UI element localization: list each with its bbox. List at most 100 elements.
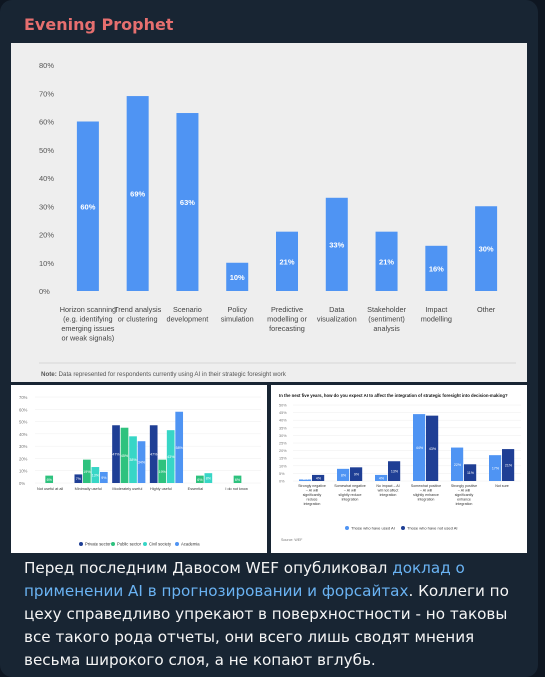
x-tick-label: integration: [418, 498, 435, 502]
y-tick-label: 50%: [19, 420, 28, 425]
bar-value-label: 38%: [129, 458, 137, 462]
x-tick-label: Policy: [227, 305, 247, 314]
y-tick-label: 10%: [19, 469, 28, 474]
x-tick-label: development: [167, 315, 209, 324]
bar: [45, 475, 54, 483]
y-tick-label: 0%: [19, 481, 25, 486]
legend-label: Civil society: [149, 542, 172, 547]
message-text: Перед последним Давосом WEF опубликовал …: [24, 557, 524, 672]
x-tick-label: Trend analysis: [114, 305, 162, 314]
bar-value-label: 30%: [479, 245, 494, 254]
x-tick-label: emerging issues: [61, 324, 114, 333]
bar-value-label: 1%: [303, 477, 309, 481]
y-tick-label: 15%: [279, 457, 287, 461]
y-tick-label: 50%: [39, 146, 54, 155]
y-tick-label: 80%: [39, 61, 54, 70]
bar: [74, 474, 83, 483]
photo-usefulness-chart[interactable]: 0% 10% 20% 30% 40% 50% 60% 70% 6% Not useful at a…: [11, 385, 267, 553]
bar-value-label: 47%: [112, 453, 120, 457]
y-tick-label: 30%: [19, 444, 28, 449]
bar: [325, 197, 348, 291]
x-tick-label: or clustering: [118, 315, 158, 324]
bar: [149, 425, 158, 483]
chart-title: In the next five years, how do you expec…: [279, 393, 508, 398]
bar: [451, 447, 464, 481]
legend-marker: [175, 542, 179, 546]
y-tick-label: 40%: [39, 174, 54, 183]
x-tick-label: integration: [304, 502, 321, 506]
x-tick-label: reduce: [307, 498, 318, 502]
bar-value-label: 44%: [416, 446, 424, 450]
bar: [388, 461, 401, 481]
bar-value-label: 11%: [467, 471, 475, 475]
x-tick-label: simulation: [221, 315, 254, 324]
bar-value-label: 16%: [429, 264, 444, 273]
bar-value-label: 10%: [230, 273, 245, 282]
x-tick-label: slightly enhance: [413, 493, 439, 497]
x-tick-label: Other: [477, 305, 496, 314]
x-tick-label: significantly: [455, 493, 474, 497]
x-tick-label: Strongly positive: [451, 484, 477, 488]
y-tick-label: 0%: [39, 287, 50, 296]
bar-value-label: 69%: [130, 190, 145, 199]
bar: [226, 262, 249, 291]
bar: [204, 473, 213, 483]
bar-value-label: 47%: [150, 453, 158, 457]
bar: [276, 231, 298, 291]
bar: [91, 467, 100, 483]
bar-value-label: 19%: [159, 470, 167, 474]
legend-label: Those who have not used AI: [407, 526, 457, 531]
bar-value-label: 6%: [235, 478, 241, 482]
x-tick-label: (e.g. identifying: [63, 315, 113, 324]
bar-value-label: 60%: [80, 202, 95, 211]
legend-marker: [143, 542, 147, 546]
x-tick-label: I do not know: [225, 487, 248, 491]
x-tick-label: forecasting: [269, 324, 305, 333]
note-label: Note:: [41, 371, 59, 378]
bar-value-label: 63%: [180, 198, 195, 207]
y-tick-label: 10%: [279, 464, 287, 468]
bar: [489, 455, 502, 481]
x-tick-label: visualization: [317, 315, 357, 324]
bar-value-label: 58%: [176, 446, 184, 450]
legend-label: Public sector: [117, 542, 142, 547]
bar: [425, 245, 448, 291]
usefulness-grouped-bar-chart: 0% 10% 20% 30% 40% 50% 60% 70% 6% Not useful at a…: [19, 395, 261, 547]
y-tick-label: 20%: [279, 449, 287, 453]
x-tick-label: Minimally useful: [75, 487, 102, 491]
y-tick-label: 70%: [19, 395, 28, 400]
y-tick-label: 40%: [279, 419, 287, 423]
bar: [129, 436, 137, 483]
photo-integration-chart[interactable]: In the next five years, how do you expec…: [271, 385, 527, 553]
channel-name[interactable]: Evening Prophet: [24, 15, 174, 34]
bar: [166, 430, 175, 483]
legend-marker: [111, 542, 115, 546]
x-tick-label: Scenario: [173, 305, 202, 314]
bar: [196, 475, 204, 483]
message-text-before: Перед последним Давосом WEF опубликовал: [24, 559, 393, 577]
x-tick-label: Strongly negative: [298, 484, 326, 488]
bar-value-label: 45%: [121, 454, 129, 458]
bar-value-label: 17%: [492, 467, 500, 471]
legend-marker: [345, 526, 349, 530]
bar-value-label: 43%: [429, 447, 437, 451]
x-tick-label: Predictive: [271, 305, 303, 314]
bar: [464, 464, 477, 481]
x-tick-label: Stakeholder: [367, 305, 407, 314]
report-link[interactable]: доклад о применении AI в прогнозировании…: [24, 559, 465, 600]
bar: [176, 113, 199, 292]
bar-value-label: 9%: [101, 476, 107, 480]
x-tick-label: Somewhat positive: [411, 484, 441, 488]
y-tick-label: 20%: [39, 231, 54, 240]
y-tick-label: 50%: [279, 404, 287, 408]
bar-value-label: 9%: [354, 473, 360, 477]
x-tick-label: will not affect: [378, 489, 399, 493]
x-tick-label: Not useful at all: [37, 487, 63, 491]
photo-main-chart[interactable]: 0% 10% 20% 30% 40% 50% 60% 70% 80% 60% Horizon sca…: [11, 43, 527, 382]
bar-value-label: 21%: [279, 257, 294, 266]
y-tick-label: 10%: [39, 259, 54, 268]
chart-source: Source: WEF: [281, 538, 303, 542]
x-tick-label: significantly: [303, 493, 322, 497]
x-tick-label: No impact – AI: [376, 484, 399, 488]
